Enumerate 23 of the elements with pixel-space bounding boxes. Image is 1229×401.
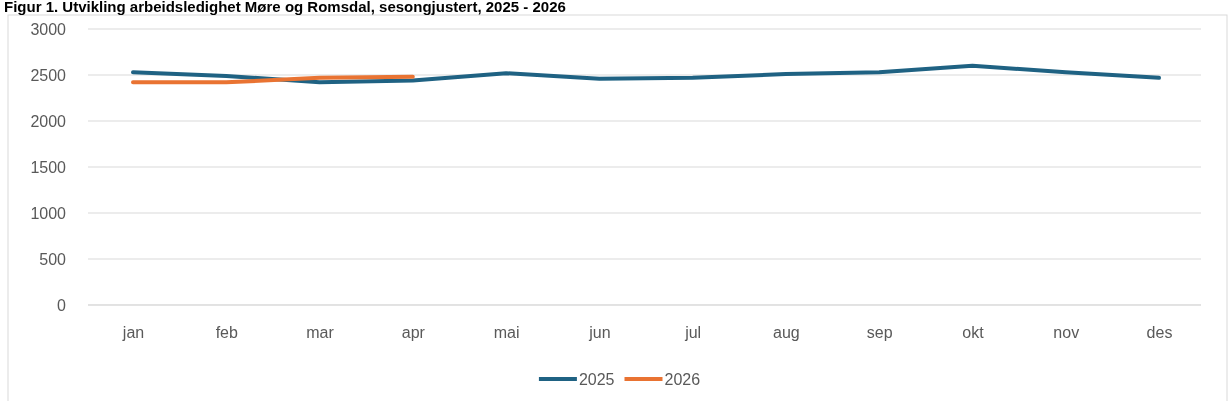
x-tick-label: jan xyxy=(121,324,145,342)
y-tick-label: 3000 xyxy=(30,20,67,38)
x-tick-label: mai xyxy=(493,324,520,342)
x-tick-label: jul xyxy=(684,324,702,342)
x-tick-label: jun xyxy=(588,324,611,342)
y-tick-label: 2000 xyxy=(30,112,67,130)
y-tick-label: 0 xyxy=(57,296,67,314)
y-tick-label: 1000 xyxy=(30,204,67,222)
y-tick-label: 2500 xyxy=(30,66,67,84)
x-tick-label: feb xyxy=(215,324,238,342)
legend-label: 2026 xyxy=(664,371,701,388)
y-tick-label: 1500 xyxy=(30,158,67,176)
line-series xyxy=(131,63,1161,85)
x-tick-label: apr xyxy=(401,324,426,342)
x-tick-label: nov xyxy=(1053,324,1080,342)
legend-label: 2025 xyxy=(578,371,615,388)
y-tick-label: 500 xyxy=(39,250,67,268)
x-tick-label: aug xyxy=(773,324,800,342)
x-tick-label: mar xyxy=(306,324,335,342)
x-tick-label: des xyxy=(1146,324,1173,342)
x-tick-label: sep xyxy=(866,324,893,342)
x-tick-label: okt xyxy=(962,324,985,342)
chart-title: Figur 1. Utvikling arbeidsledighet Møre og Romsdal, sesongjustert, 2025 - 2026 xyxy=(4,0,566,15)
